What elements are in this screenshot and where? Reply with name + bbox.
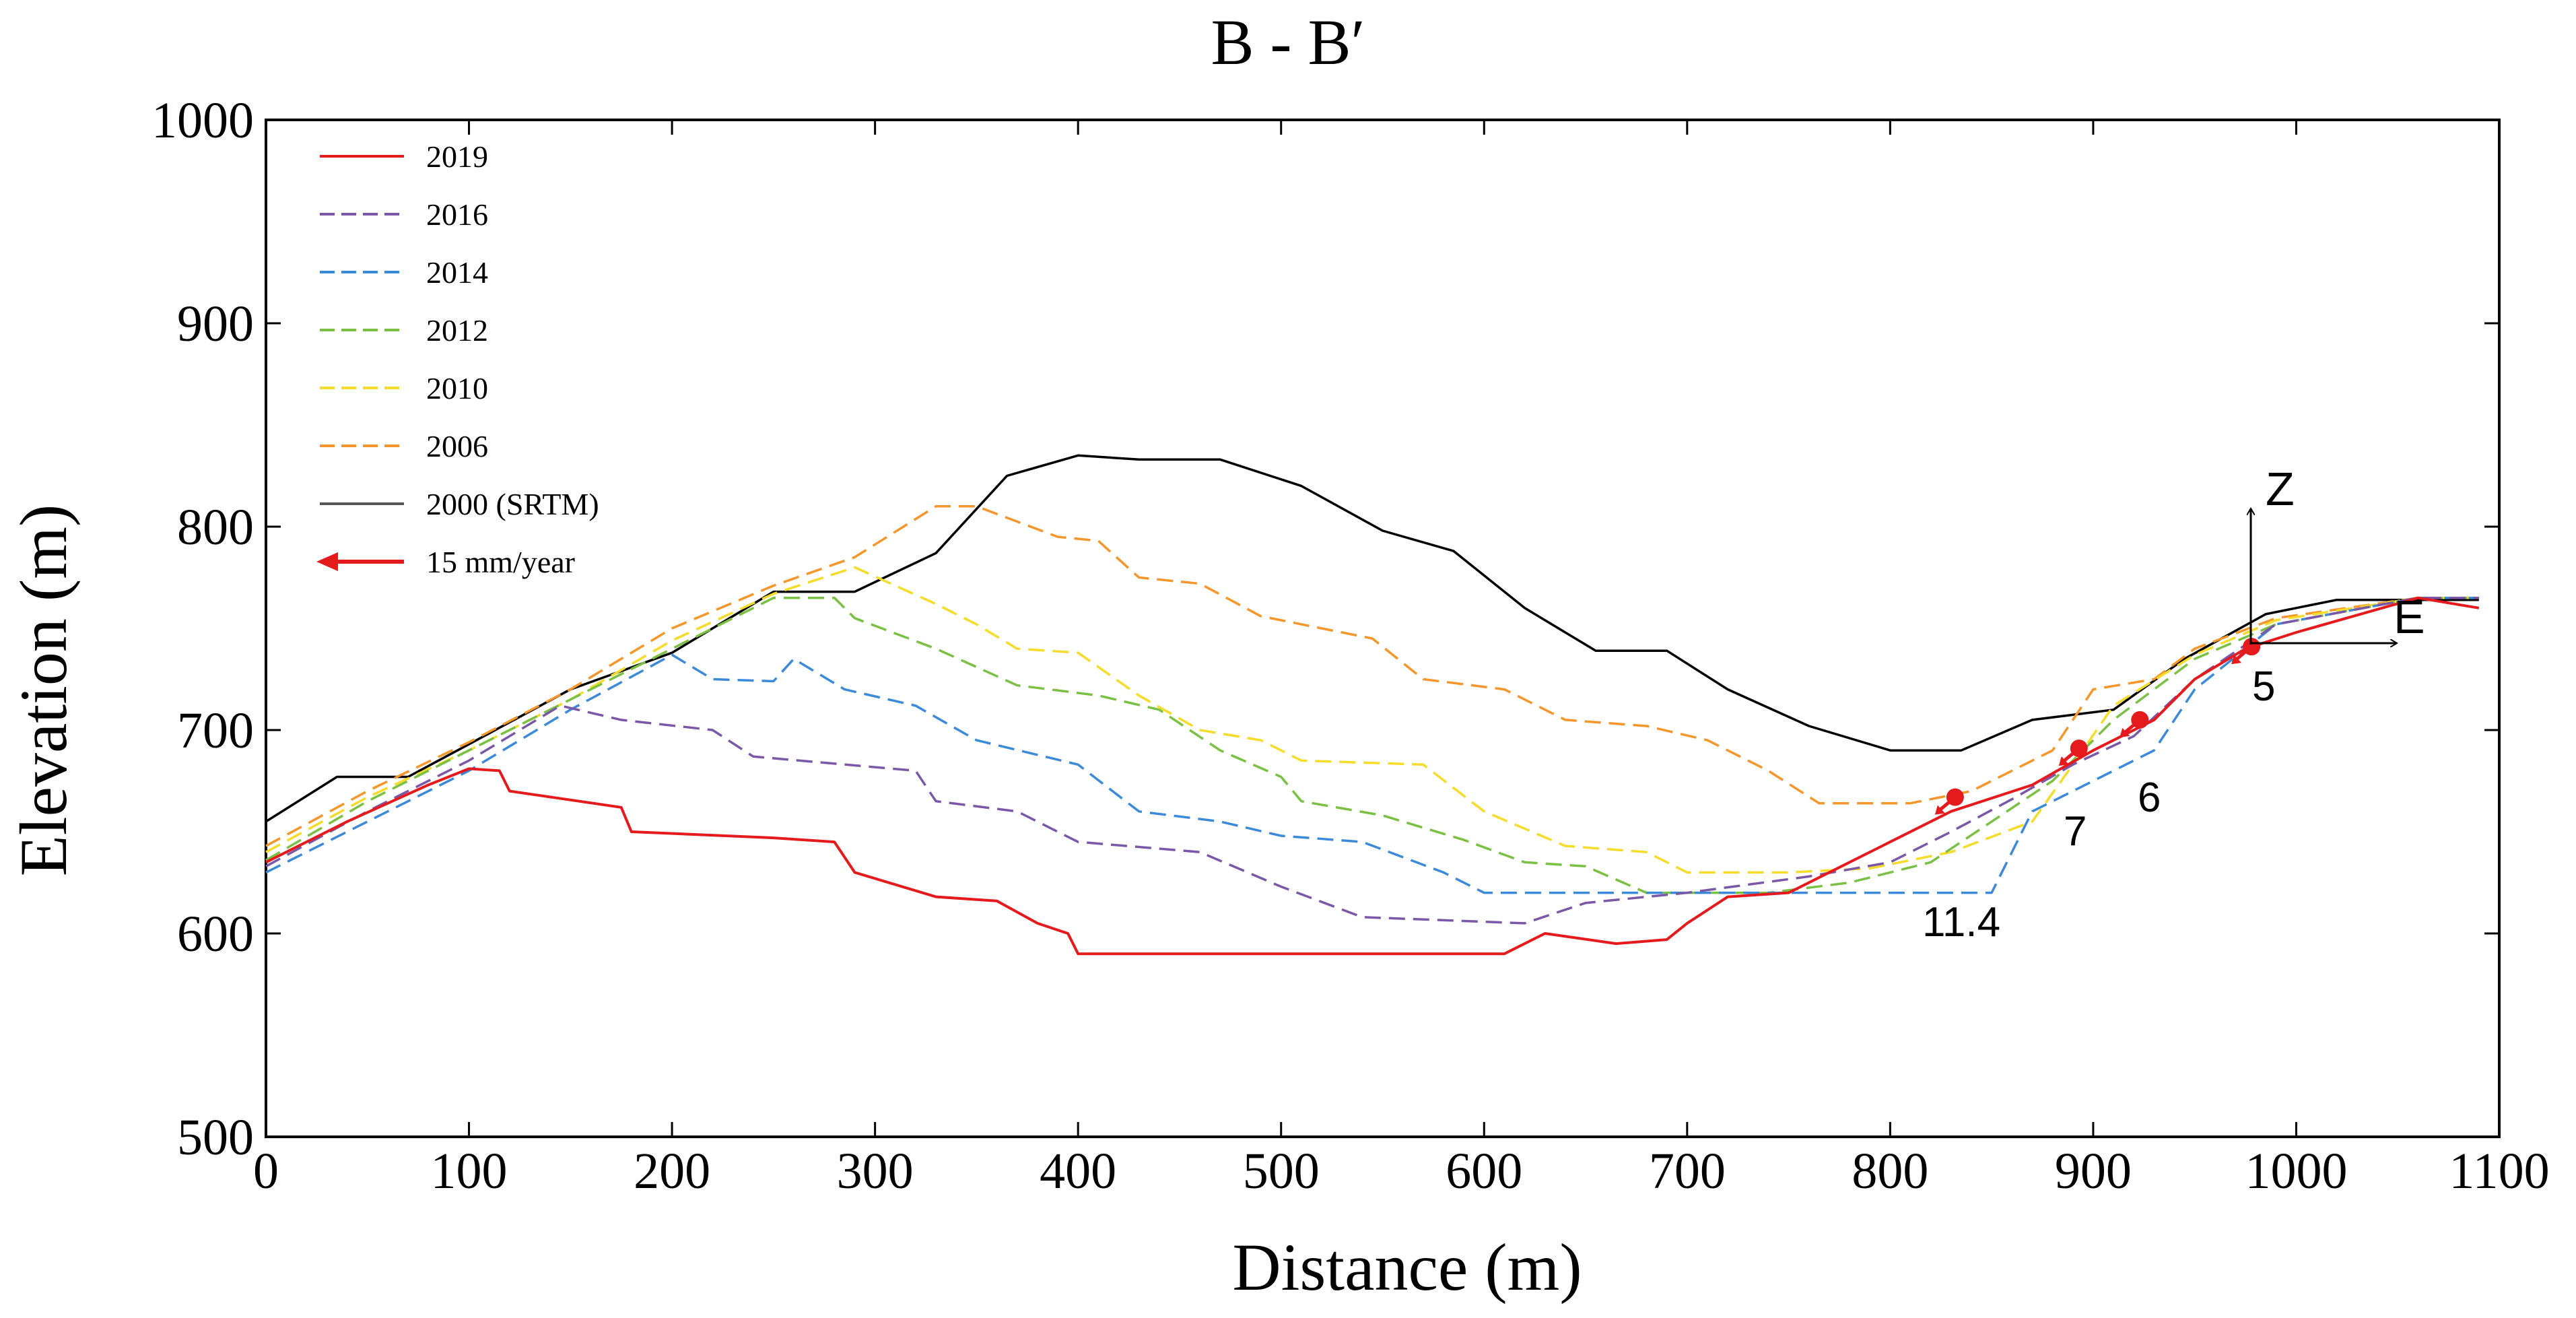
velocity-arrowhead [2120,727,2130,737]
axis-ticks [265,119,2501,1138]
plot-frame [265,119,2501,1138]
y-tick-label: 900 [177,296,254,352]
x-tick-label: 0 [253,1143,279,1199]
z-axis-label: Z [2266,463,2295,515]
legend-label: 2014 [426,255,488,290]
x-axis-label: Distance (m) [1232,1230,1582,1305]
axes-indicator: ZE [2251,463,2425,645]
x-tick-label: 400 [1040,1143,1116,1199]
legend-label: 2000 (SRTM) [426,487,599,521]
velocity-label: 11.4 [1922,899,2000,946]
y-tick-label: 800 [177,499,254,556]
legend-label: 2010 [426,371,488,405]
x-tick-label: 900 [2055,1143,2132,1199]
x-tick-label: 300 [837,1143,914,1199]
legend-label: 2016 [426,197,488,232]
x-tick-label: 500 [1243,1143,1320,1199]
velocity-arrowhead [1934,805,1945,815]
y-axis-label: Elevation (m) [6,504,81,877]
velocity-label: 5 [2252,663,2275,710]
velocity-arrowhead [2231,655,2242,665]
velocity-point [1946,788,1964,806]
series-line-2012 [265,596,2479,894]
legend: 2019 2016 2014 2012 2010 2006 2000 (SRTM) 15 mm… [316,139,599,579]
series-line-2000-srtm- [265,454,2479,823]
x-tick-label: 600 [1446,1143,1522,1199]
legend-label: 2012 [426,313,488,348]
x-tick-label: 700 [1649,1143,1726,1199]
series-line-2016 [265,596,2479,925]
y-tick-label: 600 [177,906,254,962]
chart-title: B - B′ [1211,6,1365,78]
velocity-label: 6 [2138,775,2161,821]
series-line-2006 [265,505,2479,847]
velocity-markers: 11.4 7 6 5 [1922,638,2275,946]
x-tick-label: 100 [431,1143,508,1199]
tick-labels: 0 100 200 300 400 500 600 700 800 900 1000 1100 500 6… [151,92,2550,1199]
legend-arrowhead [316,552,338,571]
legend-label: 15 mm/year [426,545,575,579]
velocity-label: 7 [2064,808,2087,855]
y-tick-label: 1000 [151,92,254,149]
series-line-2014 [265,596,2479,894]
y-tick-label: 500 [177,1109,254,1166]
velocity-arrowhead [2058,756,2069,766]
x-tick-label: 1000 [2245,1143,2347,1199]
velocity-point [2070,739,2088,758]
legend-label: 2019 [426,139,488,174]
x-tick-label: 200 [634,1143,710,1199]
legend-label: 2006 [426,429,488,463]
velocity-point [2131,711,2149,729]
x-tick-label: 800 [1852,1143,1928,1199]
y-tick-label: 700 [177,702,254,759]
series-lines [265,454,2480,956]
x-tick-label: 1100 [2449,1143,2549,1199]
e-axis-label: E [2394,591,2425,643]
